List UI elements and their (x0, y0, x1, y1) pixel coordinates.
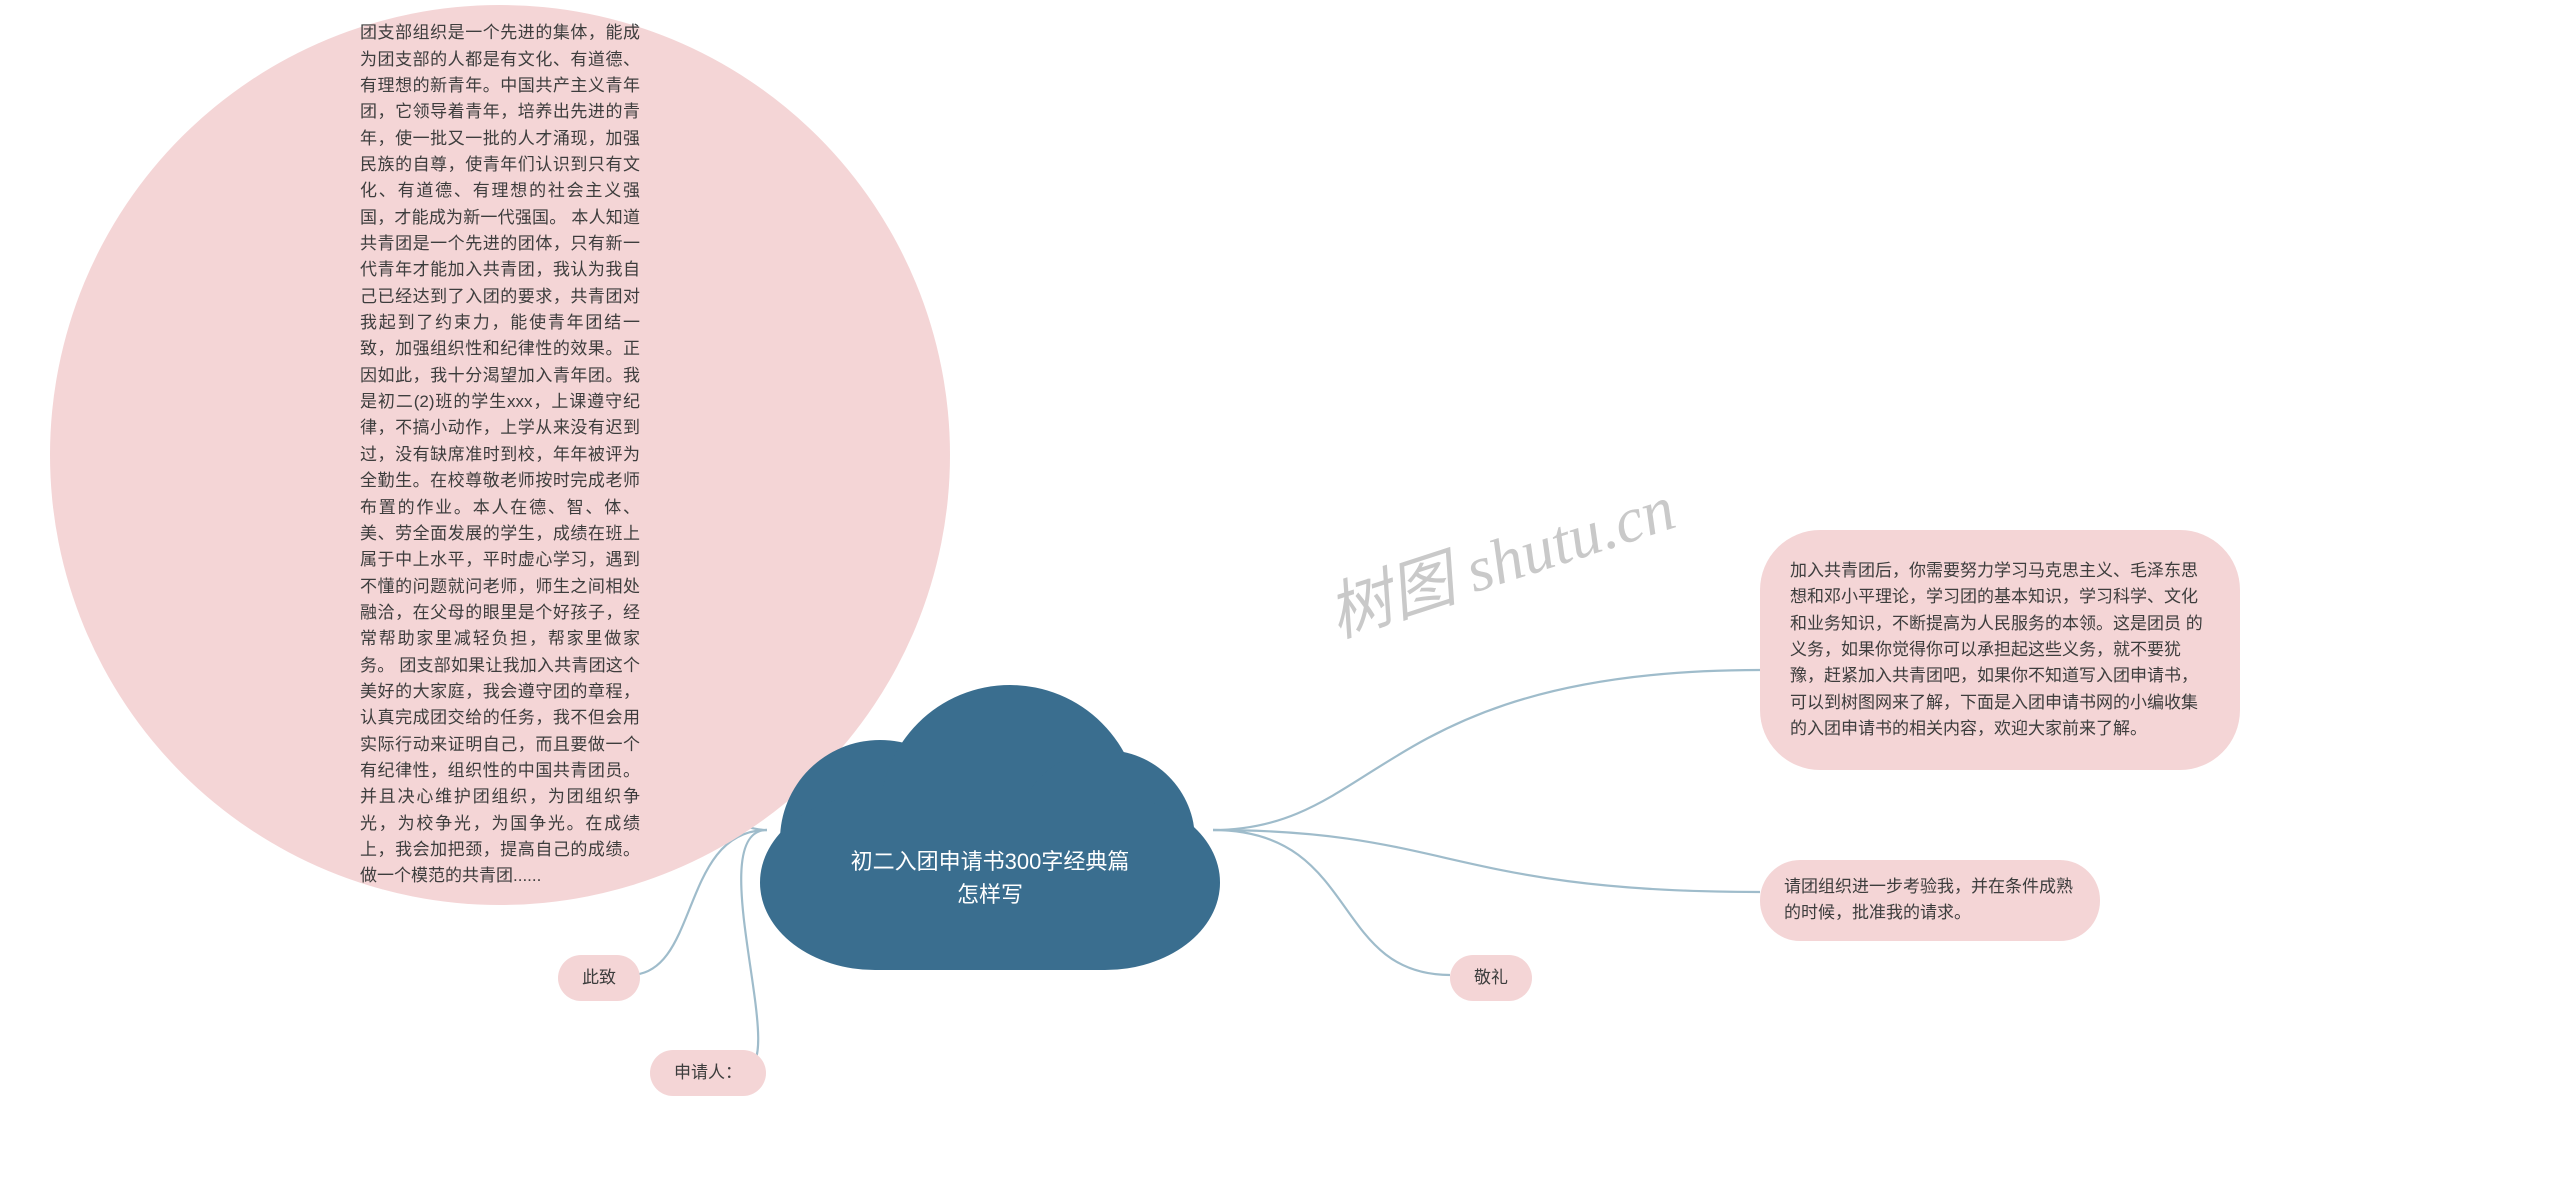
node-intro-text: 加入共青团后，你需要努力学习马克思主义、毛泽东思想和邓小平理论，学习团的基本知识… (1790, 561, 2203, 738)
node-request-text: 请团组织进一步考验我，并在条件成熟的时候，批准我的请求。 (1784, 877, 2073, 922)
node-essay-text: 团支部组织是一个先进的集体，能成为团支部的人都是有文化、有道德、有理想的新青年。… (360, 20, 640, 889)
watermark: 树图 shutu.cn (1315, 457, 1685, 655)
node-intro: 加入共青团后，你需要努力学习马克思主义、毛泽东思想和邓小平理论，学习团的基本知识… (1760, 530, 2240, 770)
mindmap-canvas: 树图 shutu.cn 树图 shutu.cn 团支部组织是一个先进的集体，能成… (0, 0, 2560, 1181)
edge (1213, 670, 1760, 830)
center-node: 初二入团申请书300字经典篇怎样写 (760, 680, 1220, 970)
node-applicant: 申请人： (650, 1050, 766, 1096)
edge (1213, 830, 1760, 892)
edge (1213, 830, 1450, 975)
node-cizhi: 此致 (558, 955, 640, 1001)
node-request: 请团组织进一步考验我，并在条件成熟的时候，批准我的请求。 (1760, 860, 2100, 941)
center-label: 初二入团申请书300字经典篇怎样写 (760, 845, 1220, 911)
node-jingli: 敬礼 (1450, 955, 1532, 1001)
